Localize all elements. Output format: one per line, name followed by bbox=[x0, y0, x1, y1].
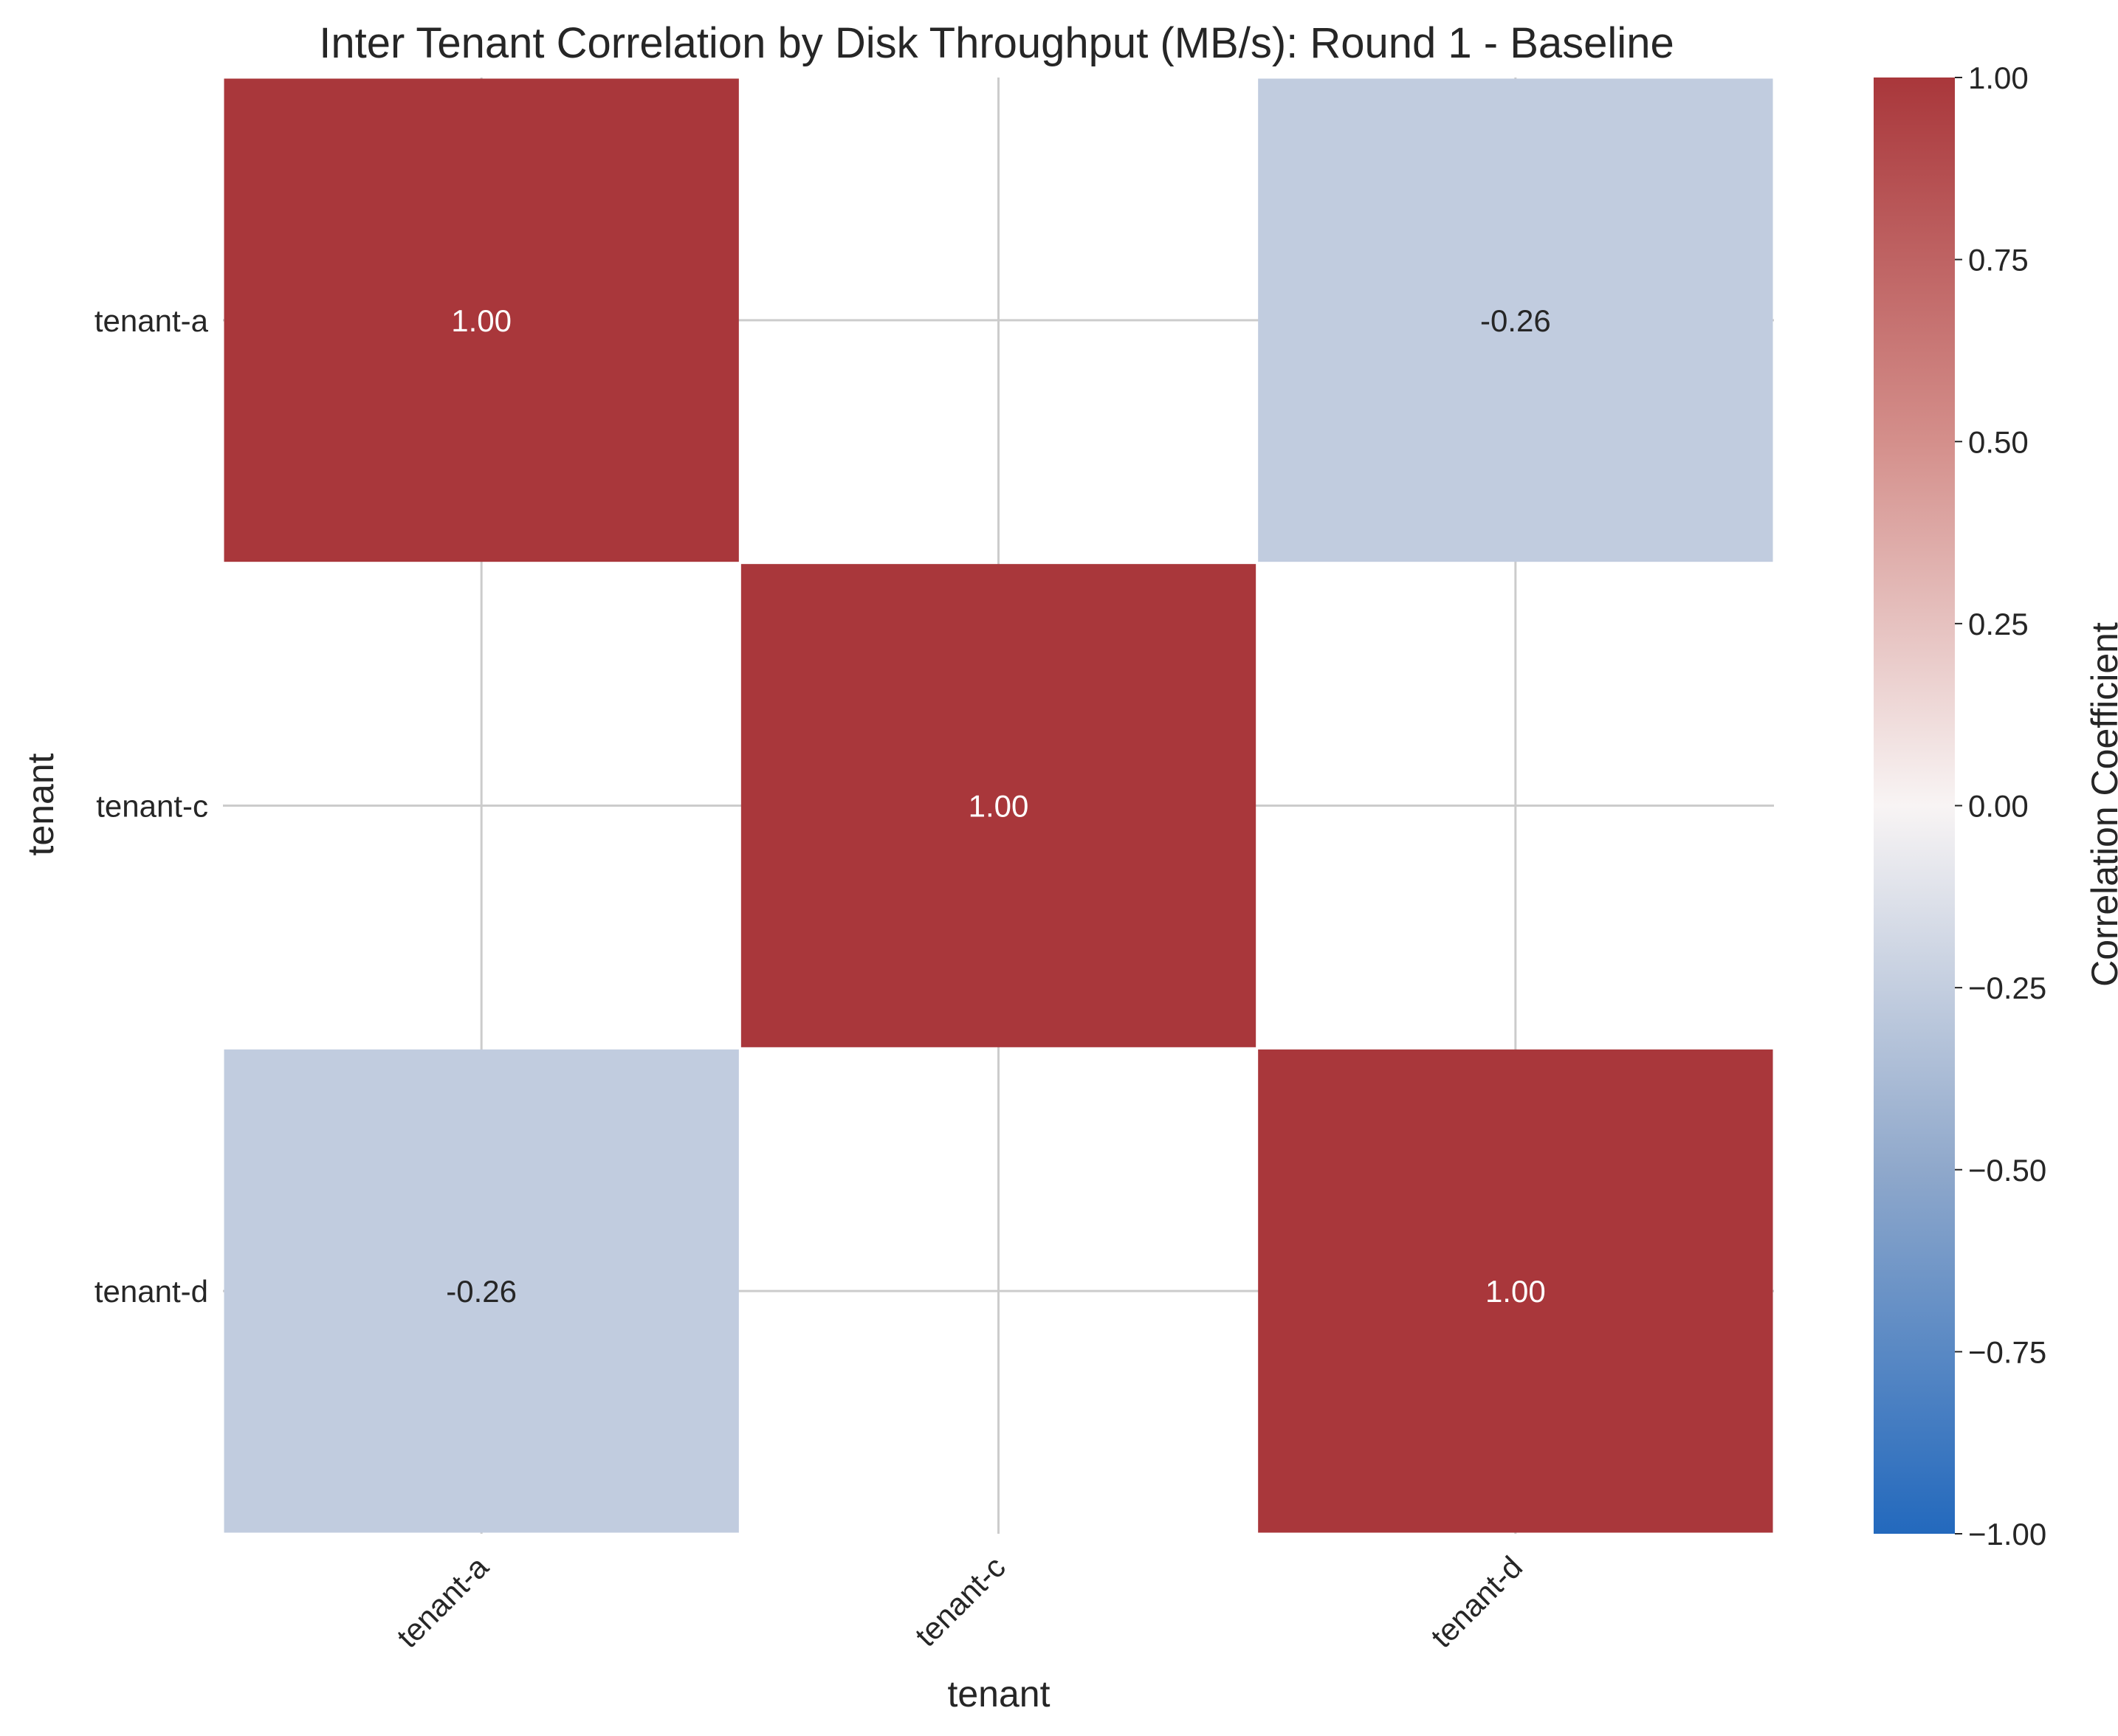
heatmap-cells bbox=[224, 78, 1773, 1533]
cell-value-label: 1.00 bbox=[969, 789, 1029, 824]
colorbar-tick-label: −0.50 bbox=[1968, 1153, 2046, 1188]
heatmap-cell bbox=[1258, 78, 1773, 562]
colorbar-ticks: 1.00 0.75 0.50 0.25 0.00 −0.25 −0.50 −0.75 −1.00 bbox=[1955, 61, 2046, 1551]
colorbar-label: Correlation Coefficient bbox=[2084, 622, 2118, 987]
heatmap-cell bbox=[224, 78, 739, 562]
y-axis-label: tenant bbox=[20, 753, 61, 855]
cell-value-label: -0.26 bbox=[1480, 303, 1551, 338]
colorbar-tick-label: 0.50 bbox=[1968, 424, 2029, 459]
heatmap-cell bbox=[224, 1049, 739, 1533]
colorbar-tick-label: −0.75 bbox=[1968, 1334, 2046, 1369]
x-tick-labels: tenant-a tenant-c tenant-d bbox=[390, 1549, 1529, 1655]
colorbar-tick-label: 1.00 bbox=[1968, 61, 2029, 95]
colorbar-tick-label: −0.25 bbox=[1968, 971, 2046, 1005]
cell-value-labels: 1.00 -0.26 1.00 -0.26 1.00 bbox=[446, 303, 1550, 1309]
colorbar-tick-label: 0.00 bbox=[1968, 789, 2029, 824]
colorbar bbox=[1874, 78, 1955, 1534]
colorbar-tick-label: 0.25 bbox=[1968, 607, 2029, 641]
y-tick-label: tenant-c bbox=[96, 789, 208, 824]
x-tick-label: tenant-c bbox=[908, 1549, 1012, 1653]
y-tick-label: tenant-a bbox=[94, 303, 209, 338]
chart-title: Inter Tenant Correlation by Disk Through… bbox=[319, 19, 1674, 67]
y-tick-labels: tenant-a tenant-c tenant-d bbox=[94, 303, 209, 1309]
cell-value-label: -0.26 bbox=[446, 1274, 517, 1309]
cell-value-label: 1.00 bbox=[451, 303, 512, 338]
x-tick-label: tenant-a bbox=[390, 1549, 495, 1655]
cell-value-label: 1.00 bbox=[1485, 1274, 1546, 1309]
x-tick-label: tenant-d bbox=[1424, 1549, 1529, 1654]
heatmap-cell bbox=[1258, 1049, 1773, 1533]
colorbar-tick-label: −1.00 bbox=[1968, 1517, 2046, 1551]
y-tick-label: tenant-d bbox=[94, 1274, 208, 1309]
colorbar-tick-label: 0.75 bbox=[1968, 243, 2029, 278]
x-axis-label: tenant bbox=[947, 1673, 1050, 1715]
heatmap-cell bbox=[740, 564, 1256, 1047]
